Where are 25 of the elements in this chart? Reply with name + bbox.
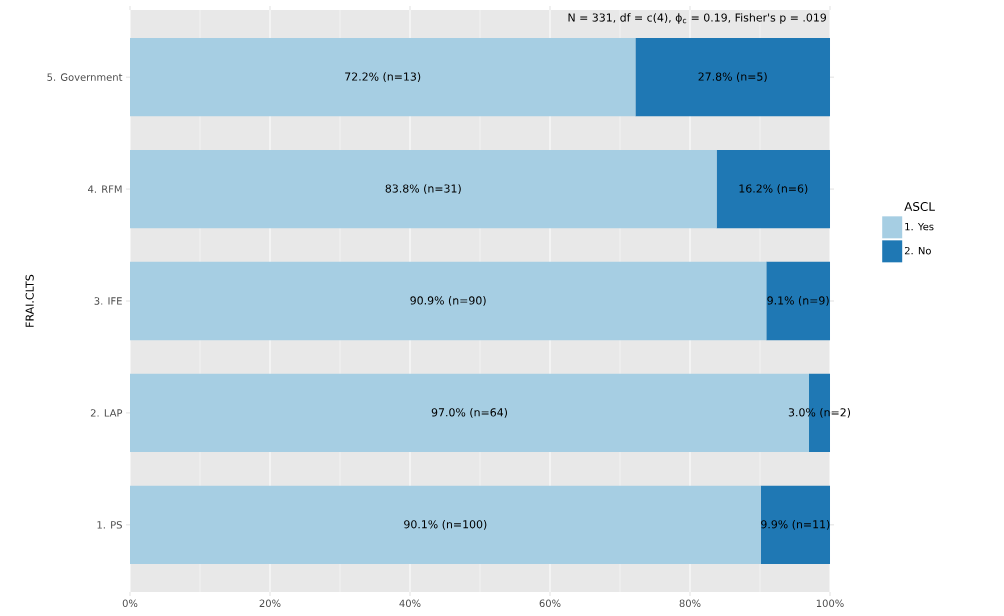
y-tick-label: 5. Government bbox=[47, 73, 123, 81]
annotation: N = 331, df = c(4), ϕ$_{c}$ = 0.19, Fisher's p = .019 bbox=[568, 13, 827, 24]
x-tick-label: 80% bbox=[679, 599, 701, 608]
x-tick-label: 100% bbox=[816, 599, 844, 608]
x-tick-label: 20% bbox=[259, 599, 281, 608]
y-tick-label: 4. RFM bbox=[88, 185, 122, 193]
data-label: 9.9% (n=11) bbox=[761, 519, 830, 530]
legend-label: 2. No bbox=[904, 246, 931, 255]
data-label: 83.8% (n=31) bbox=[385, 184, 461, 194]
x-tick-label: 0% bbox=[122, 599, 138, 608]
y-axis-title: FRAI.CLTS bbox=[25, 274, 34, 327]
data-label: 16.2% (n=6) bbox=[739, 184, 808, 194]
data-label: 9.1% (n=9) bbox=[767, 296, 829, 306]
x-tick-label: 60% bbox=[539, 599, 561, 608]
legend-title: ASCL bbox=[904, 201, 935, 212]
data-label: 90.1% (n=100) bbox=[404, 519, 487, 530]
data-label: 90.9% (n=90) bbox=[410, 296, 486, 306]
y-tick-label: 2. LAP bbox=[90, 409, 123, 417]
data-label: 97.0% (n=64) bbox=[431, 408, 507, 418]
y-tick-label: 3. IFE bbox=[94, 297, 122, 305]
x-tick-label: 40% bbox=[399, 599, 421, 608]
data-label: 72.2% (n=13) bbox=[345, 72, 421, 83]
legend-label: 1. Yes bbox=[905, 222, 934, 231]
data-label: 27.8% (n=5) bbox=[698, 72, 767, 83]
y-tick-label: 1. PS bbox=[97, 521, 122, 529]
